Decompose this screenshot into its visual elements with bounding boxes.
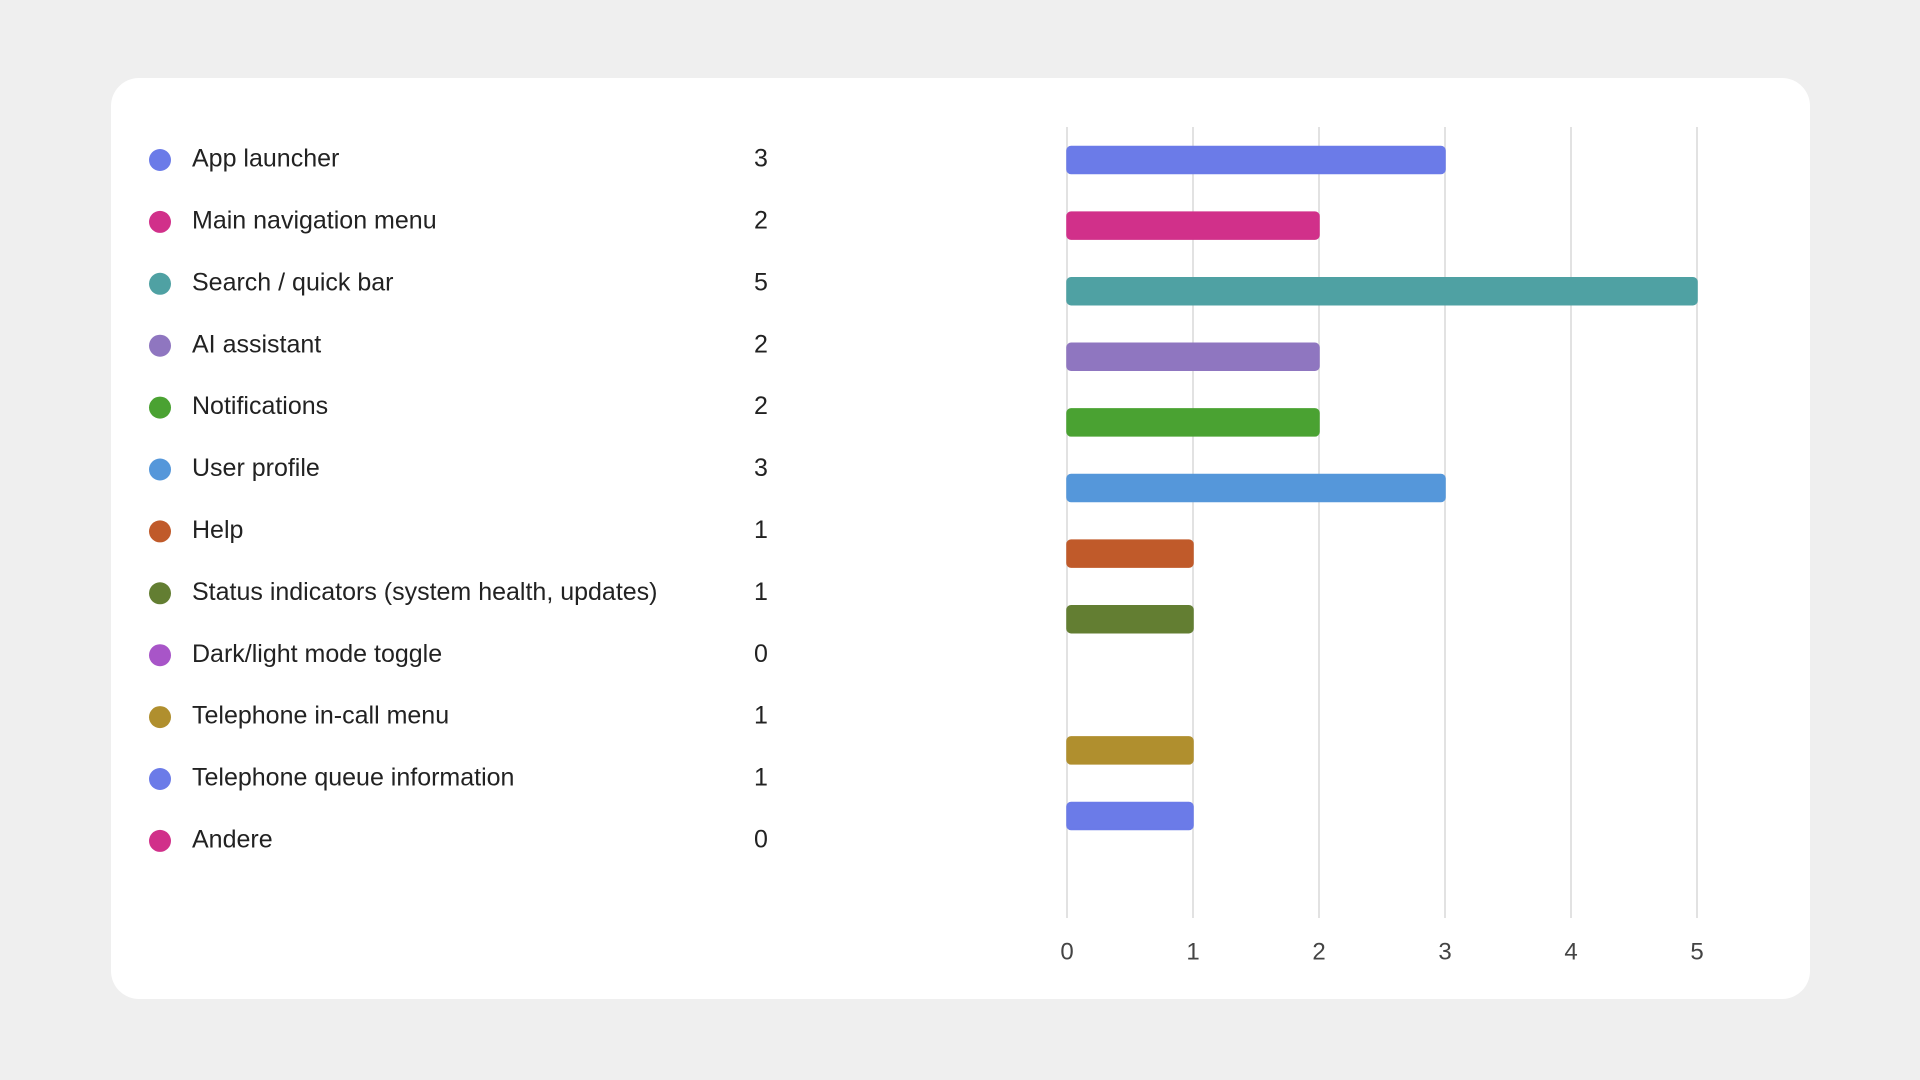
legend-label: App launcher <box>192 145 339 173</box>
value-label: 2 <box>754 392 768 420</box>
legend-label: Search / quick bar <box>192 268 394 296</box>
bar <box>1066 276 1698 306</box>
legend-dot <box>149 210 171 233</box>
legend-label: Main navigation menu <box>192 207 437 235</box>
value-label: 1 <box>754 702 768 730</box>
legend-dot <box>149 768 171 790</box>
value-label: 0 <box>754 640 768 668</box>
bar <box>1066 801 1194 831</box>
bar <box>1066 408 1320 437</box>
x-tick-label: 2 <box>1312 938 1325 965</box>
value-label: 1 <box>754 764 768 792</box>
legend-dot <box>149 829 171 852</box>
legend-label: Help <box>192 516 243 544</box>
legend-label: Notifications <box>192 392 328 420</box>
legend-dot <box>149 644 171 667</box>
bar <box>1066 539 1194 568</box>
value-label: 2 <box>754 207 768 235</box>
legend-dot <box>149 149 171 171</box>
x-tick-label: 0 <box>1060 938 1073 965</box>
x-tick-label: 1 <box>1186 938 1199 965</box>
card <box>111 78 1810 999</box>
x-tick-label: 5 <box>1690 938 1703 965</box>
legend-label: Dark/light mode toggle <box>192 640 442 668</box>
legend-dot <box>149 582 171 605</box>
value-label: 1 <box>754 578 768 606</box>
bar <box>1066 342 1320 372</box>
legend-dot <box>149 272 171 295</box>
bar <box>1066 145 1446 175</box>
legend-dot <box>149 520 171 543</box>
value-label: 3 <box>754 145 768 173</box>
x-tick-label: 3 <box>1438 938 1451 965</box>
value-label: 1 <box>754 516 768 544</box>
bar <box>1066 211 1320 240</box>
legend-label: Telephone queue information <box>192 764 514 792</box>
legend-label: Telephone in-call menu <box>192 702 449 730</box>
value-label: 0 <box>754 826 768 854</box>
legend-label: Andere <box>192 826 273 854</box>
legend-dot <box>149 458 171 481</box>
x-tick-label: 4 <box>1564 938 1577 965</box>
legend-dot <box>149 396 171 419</box>
legend-label: Status indicators (system health, update… <box>192 578 658 606</box>
bar <box>1066 736 1194 765</box>
value-label: 2 <box>754 330 768 358</box>
legend-dot <box>149 334 171 357</box>
value-label: 3 <box>754 454 768 482</box>
bar <box>1066 604 1194 634</box>
legend-label: User profile <box>192 454 320 482</box>
value-label: 5 <box>754 268 768 296</box>
bar <box>1066 473 1446 503</box>
legend-dot <box>149 706 171 729</box>
legend-label: AI assistant <box>192 330 321 358</box>
